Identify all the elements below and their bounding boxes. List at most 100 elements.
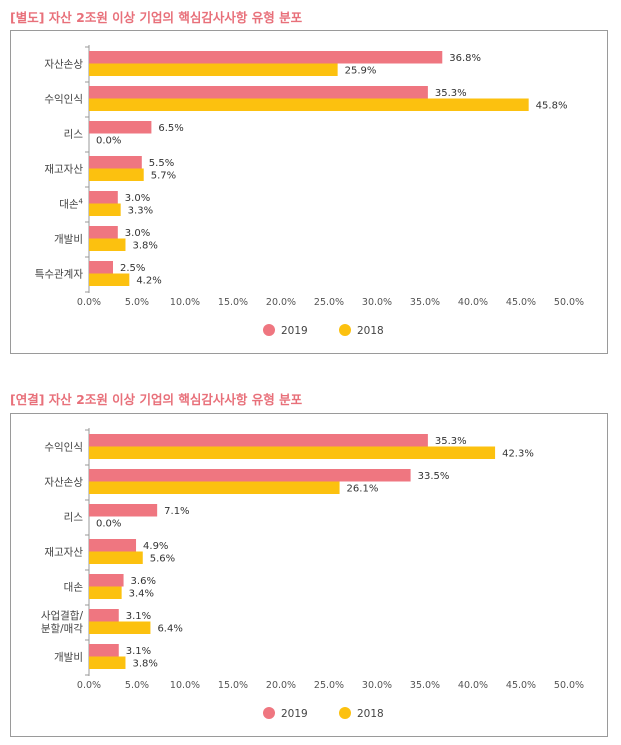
x-tick-label: 40.0% [458,297,488,308]
legend-label: 2019 [281,325,308,337]
data-label: 35.3% [435,436,467,447]
bar-2019 [89,156,142,169]
x-tick-label: 5.0% [125,680,149,691]
bar-2019 [89,226,118,239]
bar-2019 [89,574,124,587]
data-label: 26.1% [347,484,379,495]
data-label: 3.0% [125,193,150,204]
x-tick-label: 25.0% [314,680,344,691]
data-label: 4.9% [143,541,168,552]
category-label: 개발비 [54,652,83,664]
legend-marker-2018 [339,324,351,336]
data-label: 6.5% [158,123,183,134]
bar-2018 [89,98,529,111]
data-label: 3.1% [126,611,151,622]
x-tick-label: 35.0% [410,680,440,691]
bar-2018 [89,656,126,669]
data-label: 3.0% [125,228,150,239]
data-label: 35.3% [435,88,467,99]
data-label: 45.8% [536,101,568,112]
bar-2019 [89,86,428,99]
x-tick-label: 50.0% [554,680,584,691]
x-tick-label: 40.0% [458,680,488,691]
x-tick-label: 0.0% [77,297,101,308]
x-tick-label: 15.0% [218,680,248,691]
data-label: 3.3% [128,206,153,217]
data-label: 25.9% [345,66,377,77]
bar-2018 [89,63,338,76]
bar-2018 [89,586,122,599]
legend-label: 2018 [357,708,384,720]
x-tick-label: 30.0% [362,297,392,308]
data-label: 5.5% [149,158,174,169]
bar-2018 [89,203,121,216]
x-tick-label: 10.0% [170,680,200,691]
category-label: 리스 [64,129,84,141]
x-tick-label: 50.0% [554,297,584,308]
x-tick-label: 45.0% [506,297,536,308]
data-label: 36.8% [449,53,481,64]
chart-frame-consolidated: 0.0% 5.0% 10.0% 15.0% 20.0% 25.0% 30.0% 35.0% 40… [10,413,608,737]
legend-marker-2019 [263,324,275,336]
data-label: 3.8% [132,659,157,670]
chart-title: [연결] 자산 2조원 이상 기업의 핵심감사사항 유형 분포 [10,392,303,407]
bar-2019 [89,434,428,447]
bar-2019 [89,504,158,517]
x-tick-label: 35.0% [410,297,440,308]
bar-2018 [89,481,340,494]
data-label: 33.5% [418,471,450,482]
legend-label: 2019 [281,708,308,720]
data-label: 3.4% [129,589,154,600]
category-label: 대손 [64,582,84,594]
category-label: 재고자산 [44,547,83,559]
bar-2019 [89,469,411,482]
bar-2019 [89,121,152,134]
category-label: 자산손상 [44,59,83,71]
bar-2019 [89,51,443,64]
data-label: 2.5% [120,263,145,274]
bar-chart-consolidated: 0.0% 5.0% 10.0% 15.0% 20.0% 25.0% 30.0% 35.0% 40… [41,428,584,720]
category-label: 특수관계자 [35,269,84,281]
category-label: 수익인식 [44,442,83,454]
bar-2018 [89,446,496,459]
category-label: 대손4 [59,198,83,211]
data-label: 4.2% [136,276,161,287]
category-label: 사업결합/분할/매각 [41,609,84,635]
legend-marker-2019 [263,707,275,719]
x-tick-label: 45.0% [506,680,536,691]
chart-title: [별도] 자산 2조원 이상 기업의 핵심감사사항 유형 분포 [10,10,303,25]
x-tick-label: 20.0% [266,680,296,691]
data-label: 5.7% [151,171,176,182]
x-tick-label: 15.0% [218,297,248,308]
bar-chart-separate: 0.0% 5.0% 10.0% 15.0% 20.0% 25.0% 30.0% 35.0% 40… [35,45,584,337]
data-label: 0.0% [96,519,121,530]
bar-2018 [89,238,126,251]
category-label: 자산손상 [44,477,83,489]
x-tick-label: 25.0% [314,297,344,308]
data-label: 6.4% [157,624,182,635]
data-label: 0.0% [96,136,121,147]
category-label: 리스 [64,512,84,524]
bar-2019 [89,191,118,204]
x-tick-label: 30.0% [362,680,392,691]
bar-2019 [89,609,119,622]
bar-2019 [89,539,137,552]
x-tick-label: 10.0% [170,297,200,308]
category-label: 재고자산 [44,164,83,176]
data-label: 5.6% [150,554,175,565]
data-label: 3.1% [126,646,151,657]
bar-2018 [89,168,144,181]
data-label: 3.6% [131,576,156,587]
bar-2018 [89,621,151,634]
chart-frame-separate: 0.0% 5.0% 10.0% 15.0% 20.0% 25.0% 30.0% 35.0% 40… [10,30,608,354]
category-superscript: 4 [79,198,84,206]
bar-2019 [89,261,113,274]
bar-2018 [89,273,130,286]
legend-marker-2018 [339,707,351,719]
data-label: 3.8% [132,241,157,252]
legend-label: 2018 [357,325,384,337]
data-label: 7.1% [164,506,189,517]
category-label: 개발비 [54,234,83,246]
category-label: 수익인식 [44,94,83,106]
x-tick-label: 5.0% [125,297,149,308]
